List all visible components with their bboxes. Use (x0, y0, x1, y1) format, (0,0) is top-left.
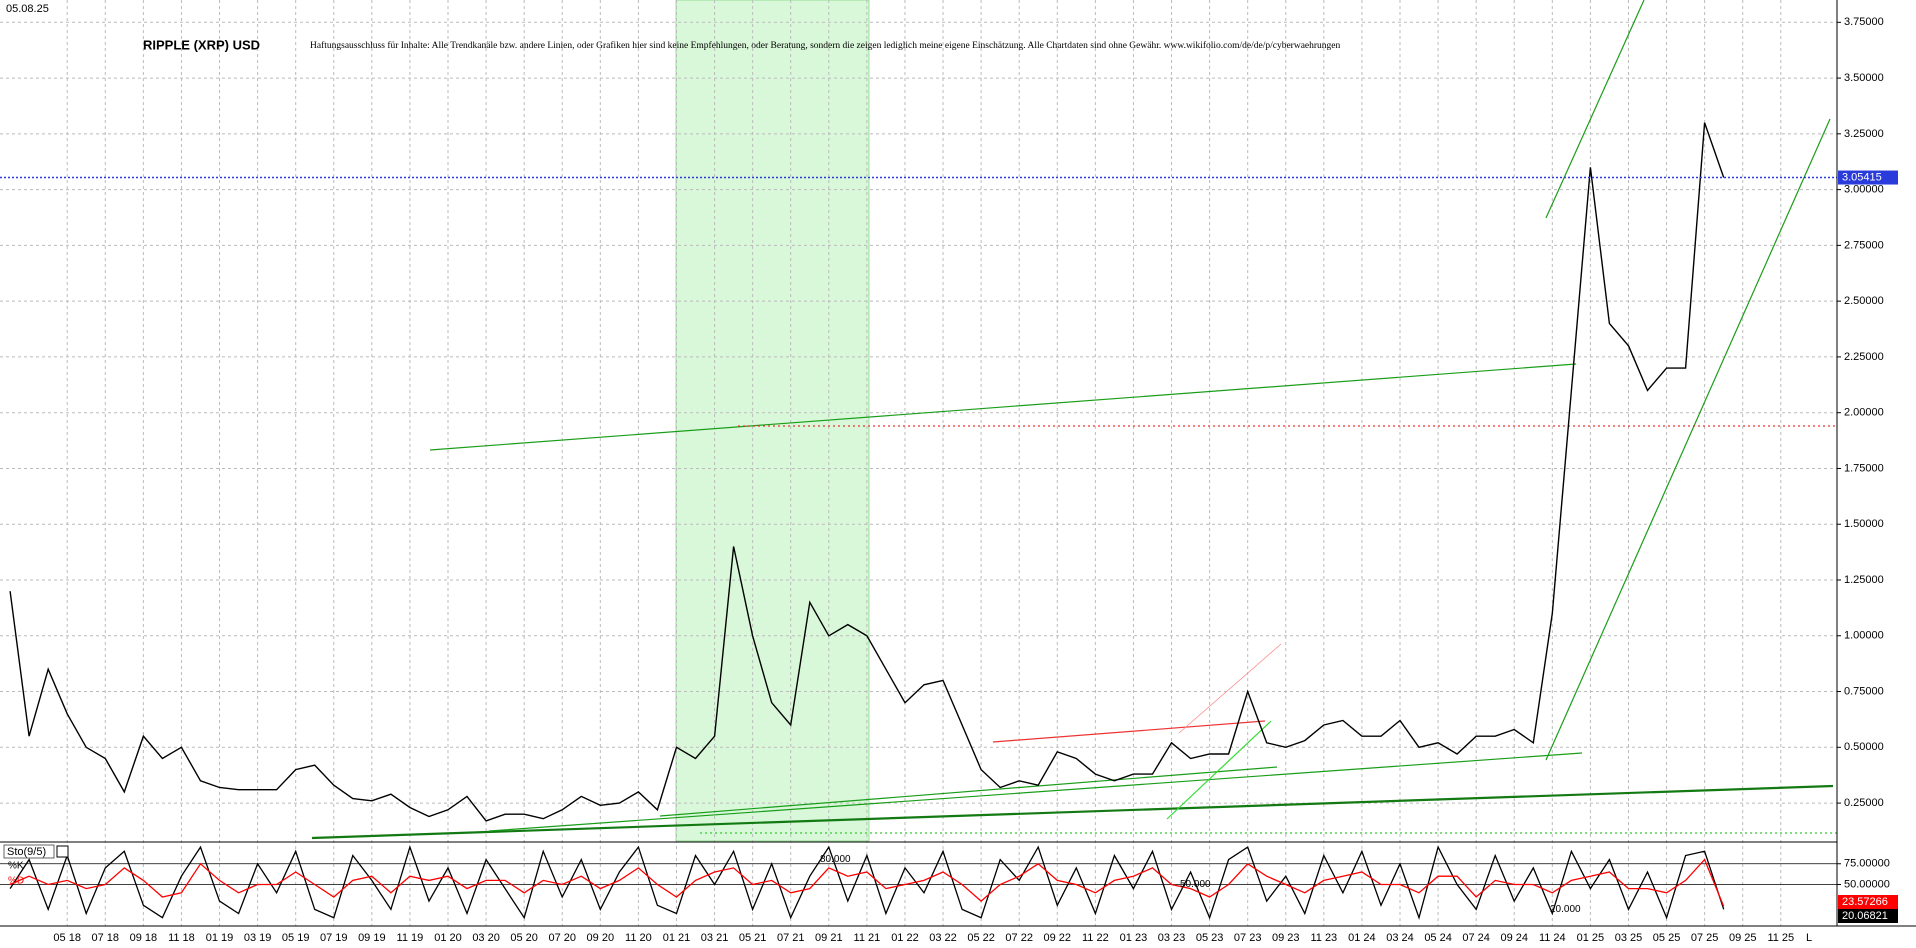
x-tick-label: 09 19 (358, 932, 386, 944)
x-tick-label: 01 20 (434, 932, 462, 944)
x-tick-label: 05 22 (967, 932, 995, 944)
x-tick-label: 07 18 (92, 932, 120, 944)
x-tick-label: 07 23 (1234, 932, 1262, 944)
legend-k: %K (8, 861, 24, 872)
last-value-label: 23.57266 (1842, 896, 1888, 908)
x-tick-label: 09 20 (587, 932, 615, 944)
x-tick-label: 09 24 (1500, 932, 1528, 944)
expand-button[interactable] (56, 845, 69, 858)
level-label: 50.000 (1180, 879, 1211, 890)
x-tick-label: 03 19 (244, 932, 272, 944)
trendline (429, 363, 1577, 451)
trendline (488, 752, 1583, 832)
trendline (659, 766, 1278, 817)
trendline (1545, 118, 1831, 761)
legend-d: %D (8, 876, 24, 887)
disclaimer: Haftungsausschluss für Inhalte: Alle Tre… (310, 40, 1341, 51)
x-tick-label: 05 20 (510, 932, 538, 944)
trendline (992, 720, 1266, 743)
series-line (9, 122, 1725, 822)
x-tick-label: 07 19 (320, 932, 348, 944)
y-tick-label: 75.00000 (1844, 858, 1890, 870)
x-tick-label: 11 23 (1310, 932, 1337, 944)
x-tick-label: 11 19 (397, 932, 424, 944)
y-tick-label: 3.50000 (1844, 72, 1884, 84)
x-tick-label: 11 25 (1767, 932, 1794, 944)
x-tick-label: 05 23 (1196, 932, 1224, 944)
highlight-zone (675, 0, 870, 842)
x-tick-label: 05 18 (53, 932, 81, 944)
x-tick-label: 05 19 (282, 932, 310, 944)
y-tick-label: 1.25000 (1844, 574, 1884, 586)
indicator-box (3, 844, 55, 859)
y-tick-label: 2.75000 (1844, 239, 1884, 251)
x-tick-label: 01 24 (1348, 932, 1376, 944)
last-value-box (1838, 909, 1898, 923)
x-tick-label: 07 24 (1462, 932, 1490, 944)
x-tick-label: 05 25 (1653, 932, 1681, 944)
x-tick-label: 03 24 (1386, 932, 1414, 944)
x-tick-label: 07 22 (1005, 932, 1033, 944)
x-tick-label: 09 23 (1272, 932, 1300, 944)
y-tick-label: 2.00000 (1844, 407, 1884, 419)
corner-label: L (1806, 932, 1812, 944)
y-tick-label: 1.50000 (1844, 518, 1884, 530)
x-tick-label: 03 23 (1158, 932, 1186, 944)
x-tick-label: 07 20 (548, 932, 576, 944)
x-tick-label: 09 22 (1044, 932, 1072, 944)
trendline (311, 784, 1834, 840)
x-tick-label: 05 21 (739, 932, 767, 944)
last-value-label: 3.05415 (1842, 171, 1882, 183)
x-tick-label: 05 24 (1424, 932, 1452, 944)
x-tick-label: 11 18 (168, 932, 195, 944)
x-tick-label: 11 22 (1082, 932, 1109, 944)
level-label: 80.000 (820, 854, 851, 865)
y-tick-label: 2.25000 (1844, 351, 1884, 363)
series-line (9, 845, 1725, 920)
x-tick-label: 07 21 (777, 932, 805, 944)
y-tick-label: 1.75000 (1844, 462, 1884, 474)
x-tick-label: 09 18 (130, 932, 158, 944)
chart-title: RIPPLE (XRP) USD (143, 37, 260, 52)
x-tick-label: 03 22 (929, 932, 957, 944)
trendline (1166, 720, 1272, 820)
y-tick-label: 50.00000 (1844, 878, 1890, 890)
y-tick-label: 0.50000 (1844, 741, 1884, 753)
x-tick-label: 03 20 (472, 932, 500, 944)
x-tick-label: 11 20 (625, 932, 652, 944)
trendlines (311, 0, 1837, 840)
x-tick-label: 11 21 (854, 932, 881, 944)
x-tick-label: 01 22 (891, 932, 919, 944)
x-tick-label: 09 25 (1729, 932, 1757, 944)
level-label: 20.000 (1550, 904, 1581, 915)
x-tick-label: 01 19 (206, 932, 234, 944)
date-box (4, 1, 56, 15)
y-tick-label: 3.00000 (1844, 184, 1884, 196)
y-tick-label: 0.75000 (1844, 685, 1884, 697)
y-tick-label: 3.25000 (1844, 128, 1884, 140)
date-label: 05.08.25 (6, 3, 49, 15)
x-tick-label: 01 21 (663, 932, 691, 944)
y-tick-label: 0.25000 (1844, 797, 1884, 809)
last-value-box (1838, 895, 1898, 909)
x-tick-label: 09 21 (815, 932, 843, 944)
x-tick-label: 03 21 (701, 932, 729, 944)
series-line (9, 858, 1725, 907)
y-tick-label: 3.75000 (1844, 16, 1884, 28)
indicator-title: Sto(9/5) (7, 846, 46, 858)
x-tick-label: 03 25 (1615, 932, 1643, 944)
trendline (1545, 0, 1645, 219)
x-tick-label: 01 25 (1577, 932, 1605, 944)
y-tick-label: 1.00000 (1844, 630, 1884, 642)
last-value-label: 20.06821 (1842, 910, 1888, 922)
y-tick-label: 2.50000 (1844, 295, 1884, 307)
trendline (1178, 643, 1282, 734)
x-tick-label: 01 23 (1120, 932, 1148, 944)
last-value-box (1838, 170, 1898, 185)
x-tick-label: 11 24 (1539, 932, 1566, 944)
x-tick-label: 07 25 (1691, 932, 1719, 944)
